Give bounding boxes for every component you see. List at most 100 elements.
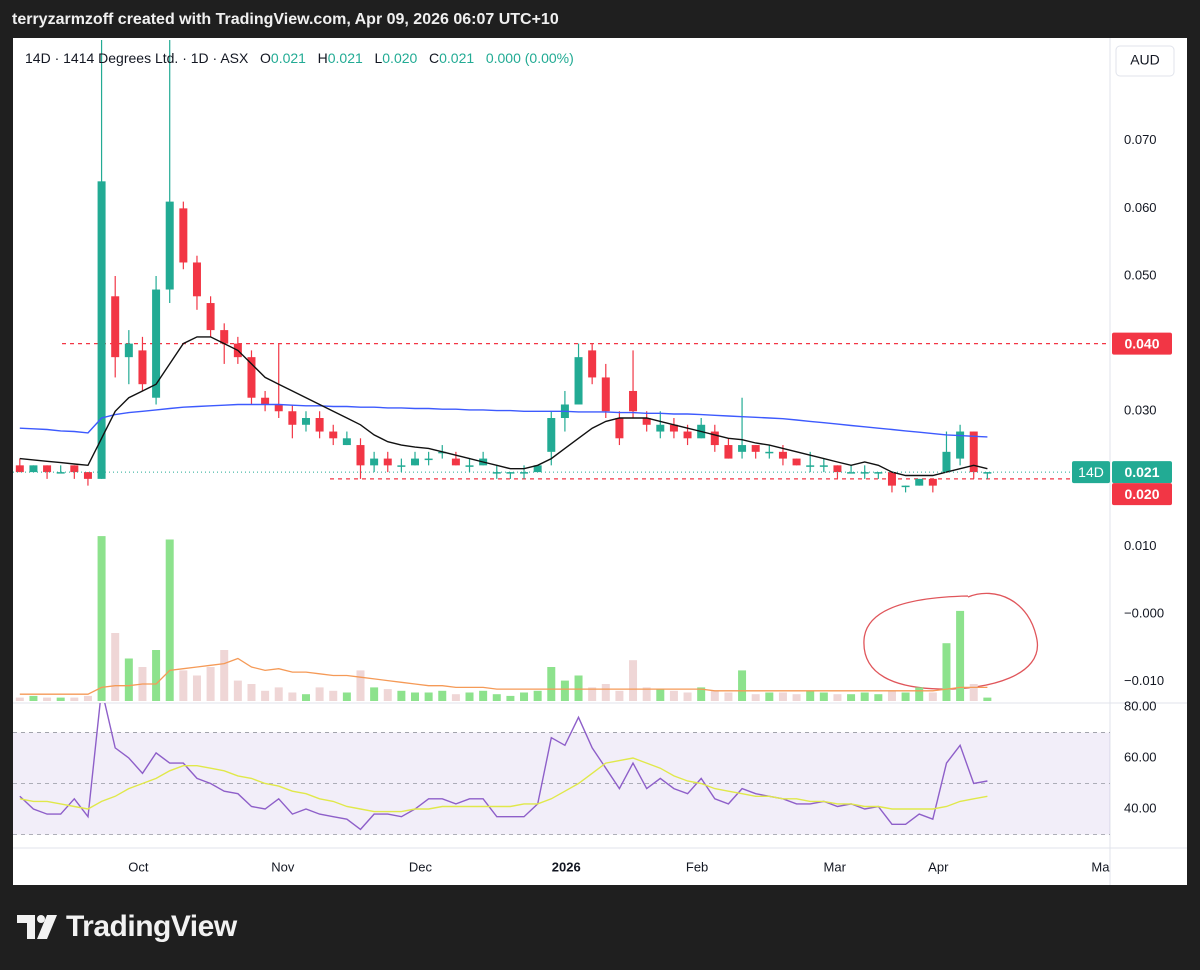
volume-bar — [152, 650, 161, 701]
volume-bar — [97, 536, 106, 701]
candle-body — [506, 472, 515, 474]
y-tick-label: 80.00 — [1124, 699, 1157, 714]
volume-bar — [179, 670, 188, 701]
candle-body — [152, 289, 161, 398]
legend-field-label: O — [260, 50, 271, 66]
y-tick-label: 0.030 — [1124, 403, 1157, 418]
volume-bar — [669, 690, 678, 701]
volume-bar — [751, 694, 760, 701]
currency-label: AUD — [1130, 52, 1160, 68]
candle-body — [247, 357, 256, 398]
volume-bar — [424, 692, 433, 701]
candle-body — [983, 472, 992, 474]
candle-body — [315, 418, 324, 432]
volume-bar — [983, 697, 992, 701]
volume-bar — [329, 690, 338, 701]
volume-bar — [778, 692, 787, 701]
volume-bar — [506, 695, 515, 701]
volume-bar — [547, 667, 556, 701]
volume-bar — [261, 690, 270, 701]
candle-body — [424, 458, 433, 461]
candle-body — [465, 465, 474, 467]
candle-body — [833, 465, 842, 473]
price-label: 0.021 — [1124, 464, 1159, 480]
header: terryzarmzoff created with TradingView.c… — [12, 11, 559, 28]
legend-symbol: 14D · 1414 Degrees Ltd. · 1D · ASX — [25, 50, 249, 66]
candle-body — [370, 458, 379, 466]
legend-field-value: 0.021 — [270, 50, 306, 66]
volume-bar — [111, 633, 120, 701]
candle-body — [969, 431, 978, 473]
candle-body — [301, 418, 310, 425]
volume-bar — [206, 667, 215, 701]
volume-bar — [70, 697, 79, 701]
volume-bar — [301, 694, 310, 701]
candle-body — [411, 458, 420, 466]
volume-bar — [656, 689, 665, 701]
volume-bar — [220, 650, 229, 701]
volume-bar — [792, 694, 801, 701]
volume-bar — [615, 690, 624, 701]
volume-bar — [520, 692, 529, 701]
volume-bar — [192, 675, 201, 701]
currency-box[interactable] — [1115, 45, 1175, 77]
candle-body — [56, 472, 65, 474]
candle-body — [860, 472, 869, 474]
candle-body — [165, 201, 174, 290]
volume-bar — [533, 690, 542, 701]
candle-body — [656, 424, 665, 432]
volume-bar — [56, 697, 65, 701]
volume-bar — [356, 670, 365, 701]
price-label-box — [1112, 332, 1172, 355]
volume-bar — [710, 690, 719, 701]
candle-body — [397, 465, 406, 467]
price-pane — [13, 40, 1110, 701]
candle-body — [642, 418, 651, 425]
volume-bar — [438, 690, 447, 701]
candle-body — [547, 418, 556, 452]
volume-bar — [397, 690, 406, 701]
volume-bar — [315, 687, 324, 701]
volume-bar — [342, 692, 351, 701]
legend-field-label: C — [428, 50, 440, 66]
candle-body — [261, 397, 270, 405]
candle-body — [574, 357, 583, 405]
candle-body — [111, 296, 120, 358]
candle-body — [751, 445, 760, 452]
legend-field-label: H — [317, 50, 328, 66]
candle-body — [956, 431, 965, 459]
volume-bar — [29, 695, 38, 701]
candle-body — [451, 458, 460, 466]
candle-body — [601, 377, 610, 412]
candle-body — [29, 465, 38, 473]
candle-body — [942, 451, 951, 473]
volume-bar — [43, 697, 52, 701]
candle-body — [43, 465, 52, 473]
volume-bar — [574, 675, 583, 701]
chart-background — [13, 38, 1187, 885]
volume-bar — [560, 680, 569, 701]
candle-body — [629, 390, 638, 412]
volume-bar — [588, 687, 597, 701]
symbol-tag-box — [1072, 461, 1110, 484]
logo — [17, 915, 57, 939]
volume-bar — [847, 694, 856, 701]
x-tick-label: 2026 — [552, 859, 581, 874]
x-tick-label: Apr — [928, 859, 949, 874]
y-tick-label: 0.060 — [1124, 200, 1157, 215]
candle-body — [274, 404, 283, 412]
moving-average — [19, 403, 988, 438]
volume-bar — [697, 687, 706, 701]
candle-body — [738, 445, 747, 452]
volume-bar — [370, 687, 379, 701]
symbol-tag: 14D — [1078, 464, 1104, 480]
volume-bar — [629, 660, 638, 701]
candle-body — [765, 451, 774, 454]
volume-bar — [724, 692, 733, 701]
rsi-pane — [13, 703, 1110, 835]
volume-bar — [124, 658, 133, 701]
y-tick-label: −0.000 — [1124, 606, 1164, 621]
price-label: 0.020 — [1124, 486, 1159, 502]
volume-bar — [928, 692, 937, 701]
